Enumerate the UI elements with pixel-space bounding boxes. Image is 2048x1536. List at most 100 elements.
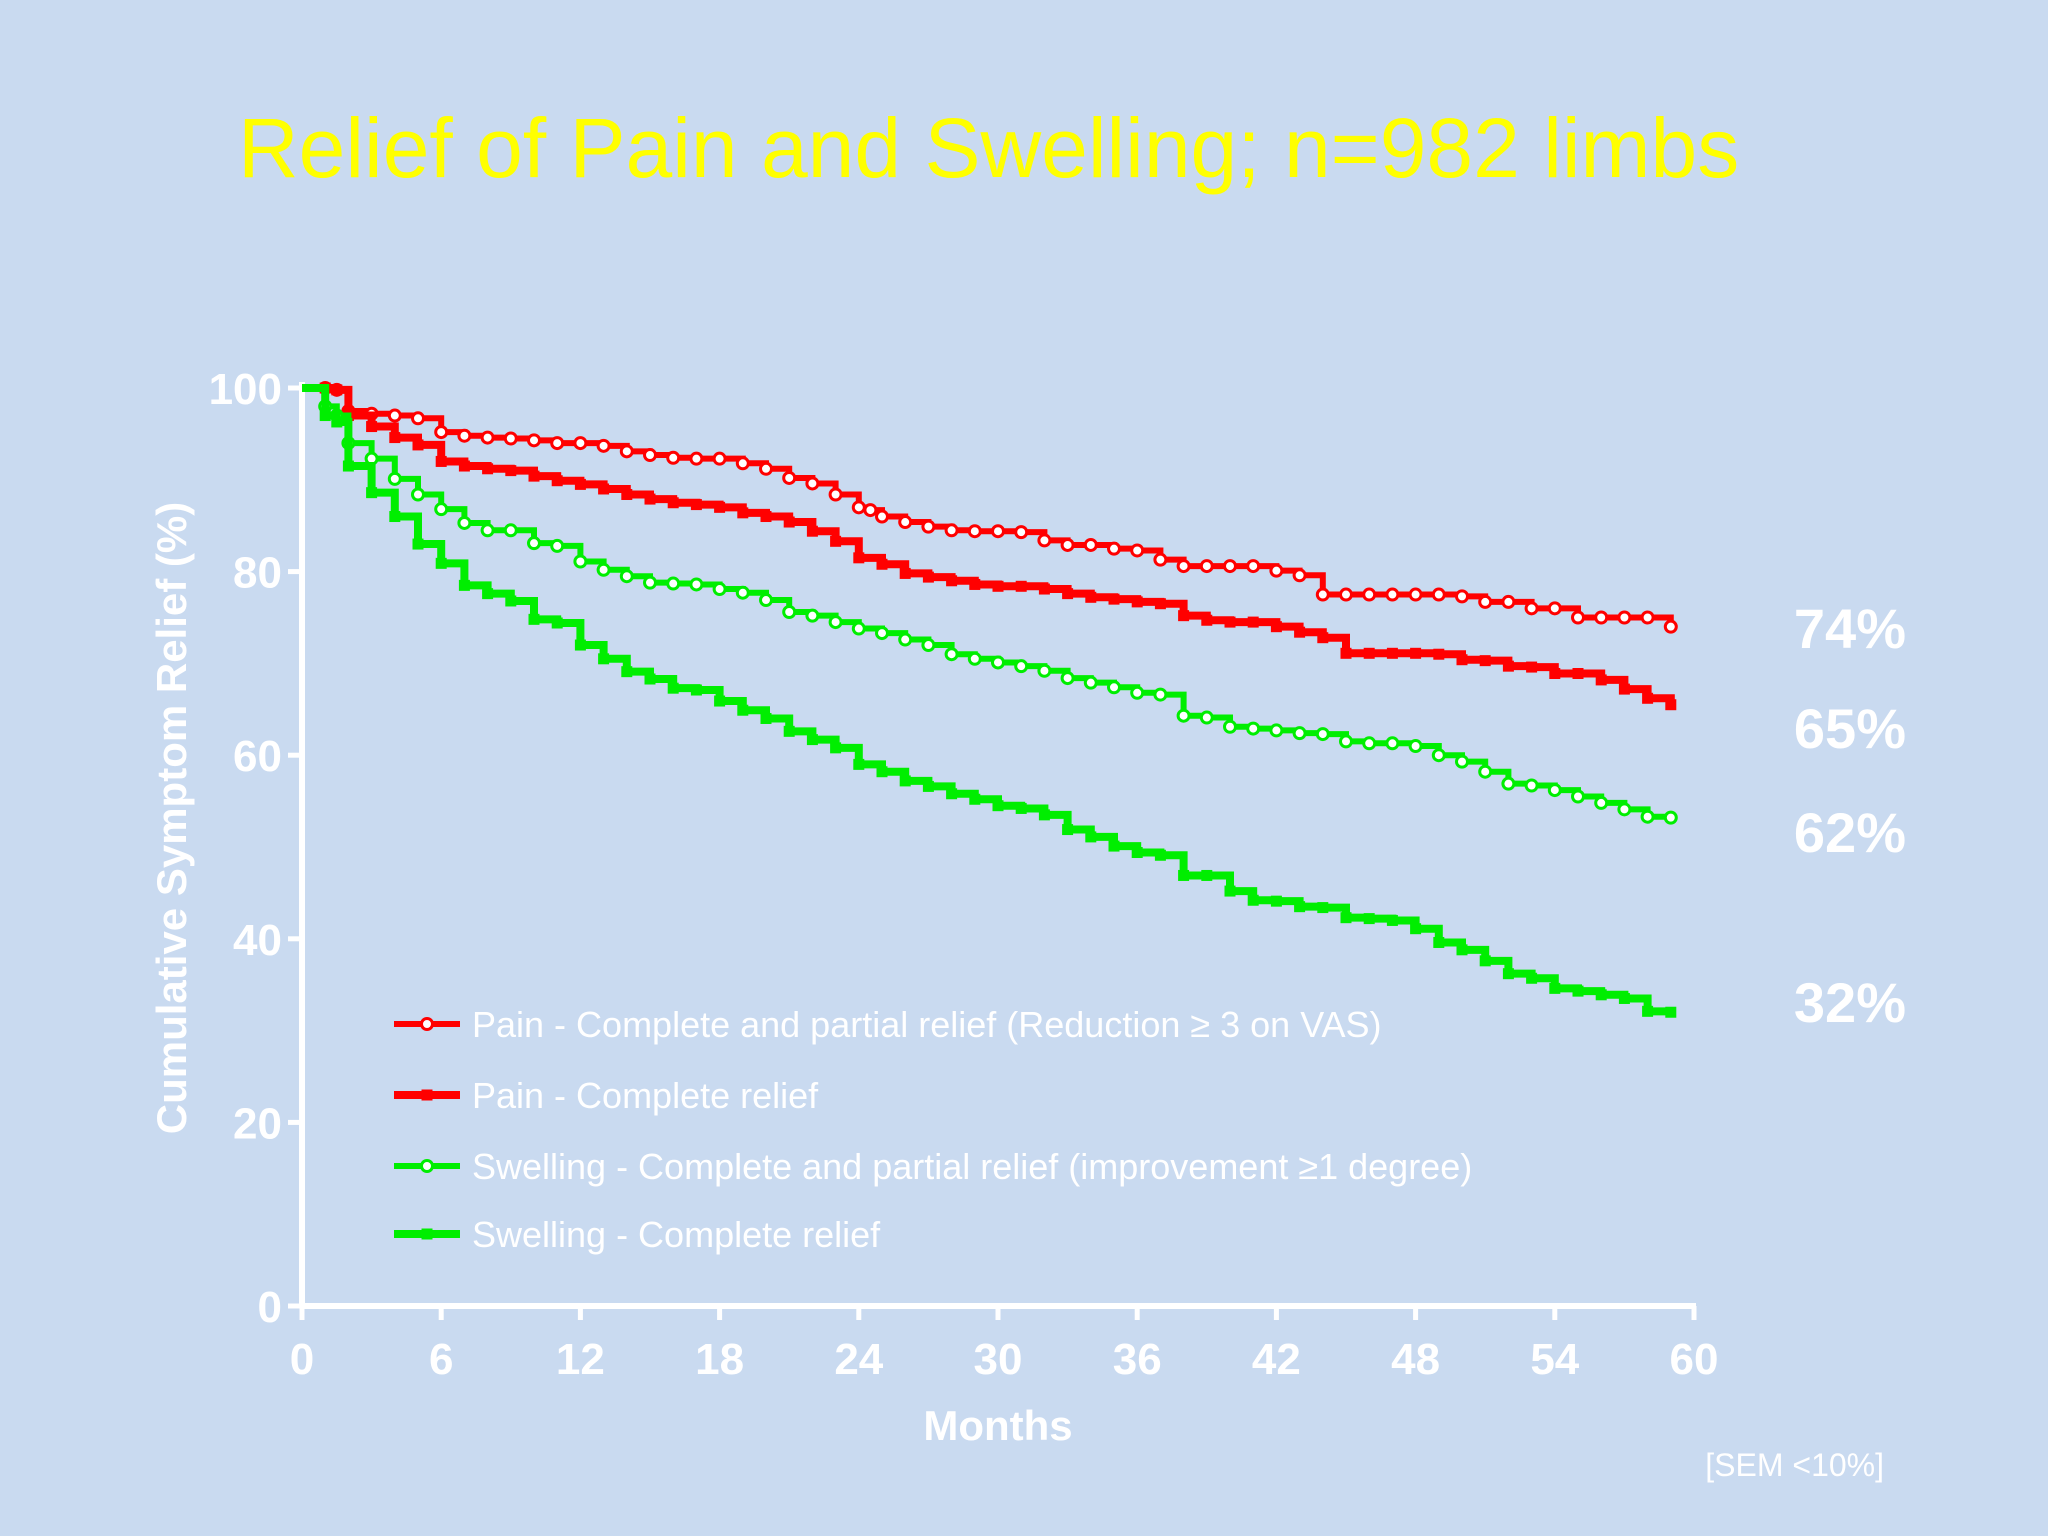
data-point — [331, 384, 343, 396]
chart-title: Relief of Pain and Swelling; n=982 limbs — [238, 101, 1740, 195]
data-point — [969, 793, 981, 805]
data-point — [689, 577, 704, 592]
y-tick-label: 20 — [233, 1099, 282, 1148]
end-value-label: 62% — [1794, 801, 1906, 864]
data-point — [667, 497, 679, 509]
data-point — [991, 524, 1005, 539]
data-point — [1037, 663, 1052, 678]
data-point — [1386, 647, 1398, 659]
data-point — [574, 478, 586, 490]
data-point — [1385, 587, 1400, 602]
data-point — [899, 567, 911, 579]
data-point — [1014, 659, 1029, 674]
data-point — [1433, 648, 1445, 660]
data-point — [853, 758, 865, 770]
data-point — [1340, 912, 1352, 924]
data-point — [1642, 1005, 1654, 1017]
data-point — [759, 593, 773, 608]
data-point — [875, 509, 889, 524]
data-point — [898, 632, 913, 647]
series-4 — [302, 384, 1677, 1018]
data-point — [1618, 683, 1630, 695]
data-point — [782, 470, 797, 485]
x-tick-label: 36 — [1113, 1335, 1162, 1384]
data-point — [1665, 699, 1677, 711]
data-point — [1130, 543, 1145, 558]
data-point — [621, 488, 633, 500]
data-point — [1083, 537, 1098, 552]
legend-label: Swelling - Complete and partial relief (… — [472, 1146, 1472, 1187]
data-point — [435, 557, 447, 569]
data-point — [1269, 723, 1284, 738]
data-point — [366, 421, 378, 433]
data-point — [1176, 708, 1191, 723]
data-point — [550, 436, 565, 451]
data-point — [689, 451, 704, 466]
data-point — [876, 558, 888, 570]
data-point — [1501, 776, 1516, 791]
data-point — [967, 651, 982, 666]
data-point — [1595, 989, 1607, 1001]
series-1 — [302, 381, 1678, 634]
data-point — [899, 775, 911, 787]
series-layer — [302, 381, 1678, 1018]
data-point — [944, 647, 959, 662]
data-point — [782, 604, 797, 619]
data-point — [458, 460, 470, 472]
data-point — [457, 428, 472, 443]
data-point — [1015, 802, 1027, 814]
axes: 0 6 12 18 24 30 36 42 48 54 60 0 20 40 60 80 100 — [209, 365, 1719, 1384]
data-point — [1223, 719, 1237, 734]
data-point — [1642, 692, 1654, 704]
data-point — [1107, 541, 1121, 556]
data-point — [434, 425, 449, 440]
data-point — [342, 460, 354, 472]
data-point — [643, 448, 657, 463]
data-point — [1340, 647, 1352, 659]
data-point — [830, 742, 842, 754]
data-point — [1547, 783, 1562, 798]
data-point — [1131, 847, 1143, 859]
data-point — [551, 475, 563, 487]
data-point — [946, 575, 958, 587]
x-tick-label: 18 — [695, 1335, 744, 1384]
data-point — [830, 535, 842, 547]
data-point — [1363, 913, 1375, 925]
data-point — [1502, 968, 1514, 980]
data-point — [1315, 727, 1330, 742]
data-point — [1270, 621, 1282, 633]
data-point — [737, 507, 749, 519]
end-labels: 74% 65% 62% 32% — [1794, 597, 1906, 1034]
data-point — [1317, 902, 1329, 914]
data-point — [505, 595, 517, 607]
series-2 — [302, 382, 1677, 711]
data-point — [875, 626, 889, 641]
data-point — [482, 463, 494, 475]
data-point — [783, 516, 795, 528]
data-point — [1385, 736, 1400, 751]
legend-item: Pain - Complete and partial relief (Redu… — [394, 1004, 1382, 1045]
data-point — [1108, 840, 1120, 852]
data-point — [712, 451, 727, 466]
data-point — [1479, 655, 1491, 667]
data-point — [1362, 587, 1377, 602]
data-point — [503, 431, 518, 446]
legend-swatch-marker — [421, 1089, 433, 1101]
data-point — [482, 588, 494, 600]
data-point — [1178, 610, 1190, 622]
data-point — [876, 766, 888, 778]
data-point — [389, 511, 401, 523]
data-point — [828, 487, 843, 502]
series-line — [302, 384, 1675, 1016]
legend-label: Pain - Complete and partial relief (Redu… — [472, 1004, 1382, 1045]
data-point — [1410, 923, 1422, 935]
data-point — [1362, 736, 1377, 751]
data-point — [1294, 901, 1306, 913]
data-point — [1455, 754, 1469, 769]
legend-swatch-marker — [420, 1159, 434, 1173]
x-tick-label: 6 — [429, 1335, 453, 1384]
data-point — [1224, 616, 1236, 628]
data-point — [805, 476, 820, 491]
data-point — [1153, 687, 1168, 702]
data-point — [1572, 985, 1584, 997]
